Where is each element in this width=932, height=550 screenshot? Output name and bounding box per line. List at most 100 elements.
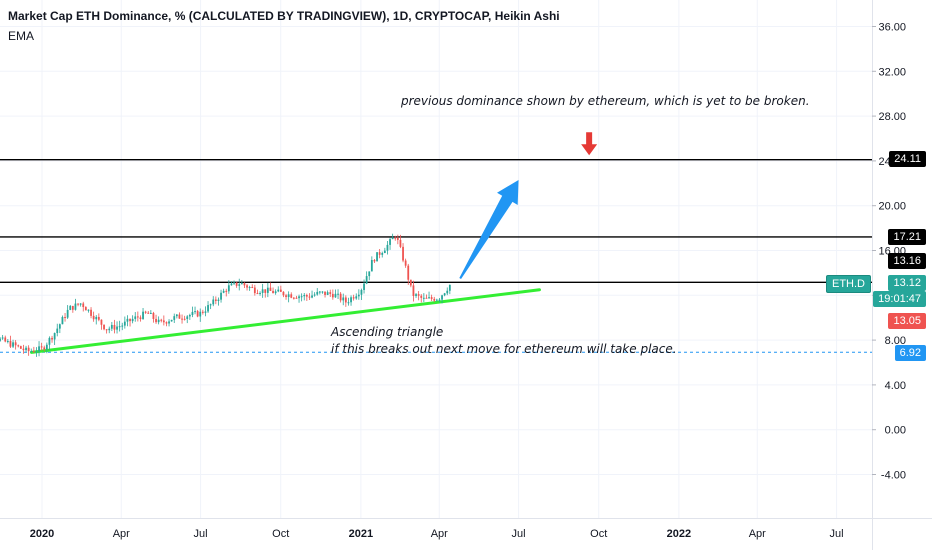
candle-body [389,239,391,245]
candle-body [287,294,290,298]
last-price-tag: 13.12 [888,275,926,291]
candle-body [417,294,420,296]
x-tick-label: 2020 [30,528,54,540]
candle-body [108,328,111,331]
resistance-arrow [581,132,598,156]
y-tick-label: 28.00 [878,111,906,123]
candle-body [357,294,360,297]
dashed-level-tag: 6.92 [894,345,926,361]
candle-body [58,324,61,329]
candle-body [220,292,222,300]
candle-body [45,344,48,350]
y-tick-label: 20.00 [878,201,906,213]
candle-body [188,314,191,317]
candle-body [396,237,399,240]
candle-body [321,291,324,293]
candle-body [253,287,256,294]
countdown-tag: 19:01:47 [873,291,926,307]
candle-body [225,290,228,292]
candle-body [430,297,433,299]
candle-body [404,260,407,266]
candle-body [272,290,274,294]
candle-body [183,318,186,320]
candle-body [64,316,66,318]
triangle-annotation-line1: Ascending triangle [331,325,444,339]
x-tick-label: Jul [194,528,208,540]
candle-body [331,293,334,298]
candle-body [334,293,337,298]
candle-body [84,307,87,311]
candle-body [79,303,82,305]
candle-body [74,303,77,310]
candle-body [365,276,368,284]
candle-body [344,297,347,303]
ascending-trendline [30,288,541,354]
candle-body [378,252,381,255]
candle-body [238,284,241,286]
candle-body [9,340,12,347]
candle-body [35,351,38,353]
candle-body [87,309,90,311]
candle-body [300,296,303,298]
candle-body [217,299,220,301]
time-axis: 2020 Apr Jul Oct 2021 Apr Jul Oct 2022 Apr Jul [0,518,932,540]
candle-body [318,291,321,293]
candle-body [123,321,126,326]
candle-body [38,346,40,352]
candle-body [235,282,238,286]
candle-body [155,318,157,323]
candle-body [441,295,443,300]
candle-body [14,342,17,346]
candle-body [402,246,404,261]
candle-body [274,291,277,294]
candle-body [290,294,293,298]
candle-body [233,282,235,284]
candle-body [181,318,183,320]
candle-body [381,252,384,255]
candle-body [144,311,147,313]
candle-body [116,326,118,330]
candle-body [248,286,251,288]
candle-body [448,284,451,291]
candle-body [178,314,181,319]
candle-layer [0,233,451,357]
candle-body [214,299,217,301]
candle-body [279,289,282,292]
candle-body [66,309,69,318]
candle-body [40,346,43,348]
candle-body [32,351,35,353]
candle-body [173,316,176,320]
candle-body [422,297,425,299]
candle-body [246,285,248,288]
candle-body [186,316,189,319]
y-tick-label: -4.00 [881,470,906,482]
candle-body [435,299,438,301]
candle-body [251,286,254,288]
candle-body [207,305,209,312]
candle-body [160,319,163,321]
candle-body [303,295,306,297]
candle-body [222,290,225,293]
candle-body [139,317,142,320]
level-tag-24: 24.11 [889,151,926,167]
symbol-tag[interactable]: ETH.D [826,275,871,293]
candle-body [194,311,196,313]
candle-body [209,304,212,306]
candle-body [370,260,373,272]
candle-body [316,291,319,295]
candle-body [4,337,7,342]
candle-body [100,319,103,325]
candle-body [0,338,1,341]
x-tick-label: Jul [830,528,844,540]
candle-body [428,297,430,299]
y-tick-label: 8.00 [885,335,906,347]
candle-body [103,324,105,330]
candle-body [311,295,313,298]
candle-body [355,296,358,299]
candle-body [329,292,332,294]
candle-body [347,302,350,304]
candle-body [292,297,295,299]
candle-body [43,347,46,350]
candle-body [17,345,20,347]
candle-body [391,237,394,240]
